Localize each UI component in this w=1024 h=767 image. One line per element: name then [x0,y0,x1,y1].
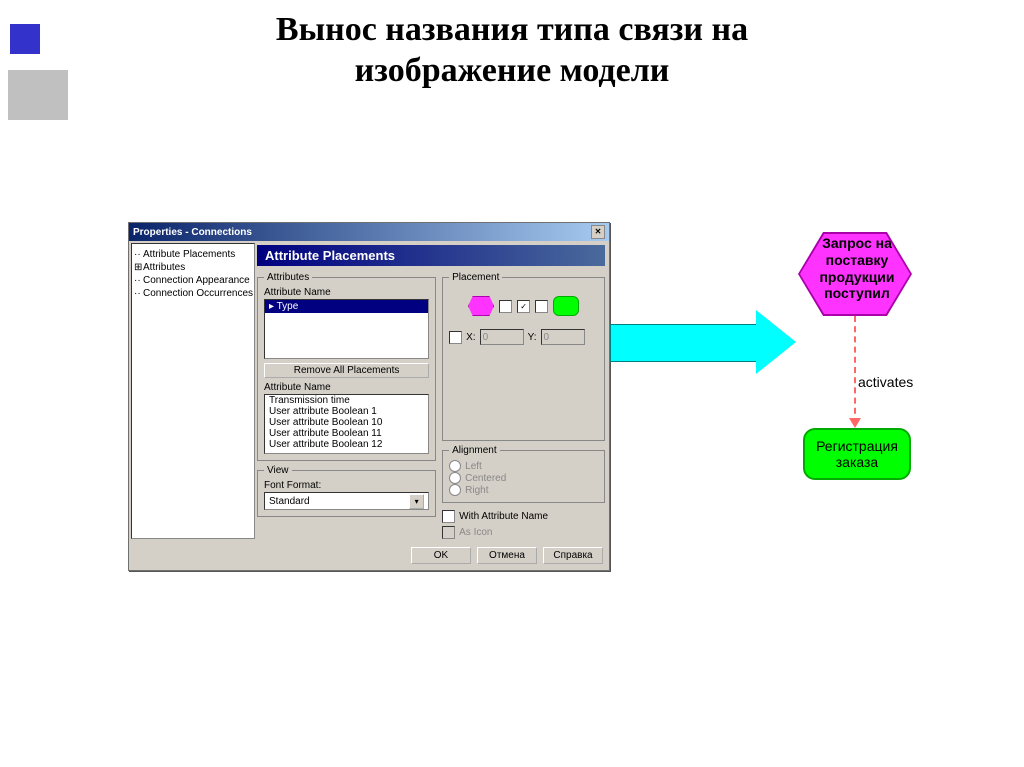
font-format-value: Standard [269,496,310,507]
activates-label: activates [858,374,913,390]
list-item[interactable]: Transmission time [265,395,428,406]
callout-arrow [610,310,800,374]
available-attr-label: Attribute Name [264,382,429,393]
chevron-down-icon[interactable]: ▾ [409,494,424,509]
help-button[interactable]: Справка [543,547,603,564]
function-box-label: Регистрация заказа [805,438,909,470]
tree-item-connection-occurrences[interactable]: ··Connection Occurrences [134,287,252,300]
tree-item-connection-appearance[interactable]: ··Connection Appearance [134,274,252,287]
placement-checkbox-left[interactable] [499,300,512,313]
list-item[interactable]: User attribute Boolean 1 [265,406,428,417]
y-input [541,329,585,345]
function-box: Регистрация заказа [803,428,911,480]
font-format-label: Font Format: [264,480,429,491]
attributes-fieldset: Attributes Attribute Name ▸ Type Remove … [257,272,436,461]
attribute-name-label: Attribute Name [264,287,429,298]
slide-title: Вынос названия типа связи на изображение… [0,10,1024,92]
align-left-radio: Left [449,460,598,472]
as-icon-checkbox: As Icon [442,526,605,539]
activates-connector [854,316,856,424]
tree-item-attributes[interactable]: ⊞Attributes [134,261,252,274]
ok-button[interactable]: OK [411,547,471,564]
list-item-type[interactable]: ▸ Type [265,300,428,313]
list-item[interactable]: User attribute Boolean 10 [265,417,428,428]
placement-checkbox-mid[interactable]: ✓ [517,300,530,313]
placement-legend: Placement [449,272,502,283]
x-input [480,329,524,345]
placement-checkbox-right[interactable] [535,300,548,313]
properties-dialog: Properties - Connections ✕ ··Attribute P… [128,222,610,571]
activates-arrowhead-icon [849,418,861,428]
placement-preview: ✓ [449,287,598,325]
alignment-fieldset: Alignment Left Centered Right [442,445,605,503]
font-format-dropdown[interactable]: Standard ▾ [264,492,429,510]
event-hexagon-label: Запрос на поставку продукции поступил [795,235,919,302]
close-icon[interactable]: ✕ [591,225,605,239]
dialog-title: Properties - Connections [133,227,252,238]
section-header: Attribute Placements [257,245,605,266]
placed-attributes-listbox[interactable]: ▸ Type [264,299,429,359]
view-legend: View [264,465,292,476]
x-label: X: [466,332,475,343]
title-line2: изображение модели [355,52,670,89]
roundrect-icon [553,296,579,316]
attributes-legend: Attributes [264,272,312,283]
tree-panel[interactable]: ··Attribute Placements ⊞Attributes ··Con… [131,243,255,539]
xy-enable-checkbox[interactable] [449,331,462,344]
title-line1: Вынос названия типа связи на [276,11,748,48]
dialog-titlebar[interactable]: Properties - Connections ✕ [129,223,609,241]
list-item[interactable]: User attribute Boolean 12 [265,439,428,450]
available-attributes-listbox[interactable]: Transmission time User attribute Boolean… [264,394,429,454]
tree-item-attribute-placements[interactable]: ··Attribute Placements [134,248,252,261]
align-centered-radio: Centered [449,472,598,484]
y-label: Y: [528,332,537,343]
list-item[interactable]: User attribute Boolean 11 [265,428,428,439]
cancel-button[interactable]: Отмена [477,547,537,564]
placement-fieldset: Placement ✓ X: [442,272,605,441]
align-right-radio: Right [449,484,598,496]
view-fieldset: View Font Format: Standard ▾ [257,465,436,517]
remove-all-placements-button[interactable]: Remove All Placements [264,363,429,378]
alignment-legend: Alignment [449,445,499,456]
hexagon-icon [468,296,494,316]
with-attribute-name-checkbox[interactable]: With Attribute Name [442,510,605,523]
